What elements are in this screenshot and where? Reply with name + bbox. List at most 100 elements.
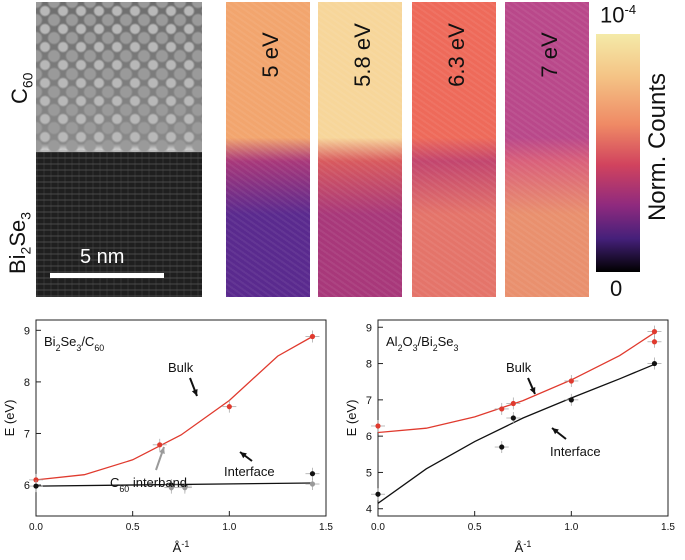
chart-title-part: O: [402, 334, 412, 349]
x-axis-label-base: Å: [515, 540, 524, 555]
y-tick-label: 4: [366, 504, 372, 516]
eels-map-1: [226, 2, 310, 297]
chart-title-part: /Bi: [418, 334, 433, 349]
bulk-annotation: Bulk: [168, 360, 194, 375]
colorbar: [596, 34, 640, 272]
stem-image: 5 nm: [36, 2, 202, 297]
y-tick-label: 9: [24, 325, 30, 337]
chart-title-part: Al: [386, 334, 398, 349]
x-axis-label: Å-1: [173, 539, 190, 555]
data-point-c60-interband: [164, 481, 179, 494]
marker: [309, 481, 316, 487]
x-axis-label-exp: -1: [181, 539, 189, 549]
marker: [226, 404, 232, 410]
marker: [499, 444, 505, 450]
y-tick-label: 6: [24, 480, 30, 492]
marker: [168, 485, 174, 491]
data-point-c60-interband: [305, 478, 320, 491]
plot-frame: [377, 319, 669, 517]
marker: [182, 485, 188, 491]
x-tick-label: 1.0: [222, 522, 236, 533]
marker: [309, 333, 316, 340]
y-tick-label: 9: [366, 322, 372, 334]
data-point-bulk: [564, 374, 579, 387]
chart-title-part: 60: [94, 343, 104, 353]
eels-map-energy-label: 5 eV: [258, 32, 283, 78]
data-point-bulk: [305, 330, 320, 343]
data-point-interface: [305, 467, 320, 480]
data-point-interface: [647, 357, 662, 370]
marker: [499, 406, 505, 412]
x-tick-label: 0.5: [468, 522, 482, 533]
marker: [375, 491, 381, 497]
c60-interband-arrow-head: [159, 447, 165, 454]
chart-title-part: 2: [56, 343, 61, 353]
data-point-bulk: [152, 438, 167, 451]
eels-map-energy-label: 7 eV: [537, 32, 562, 78]
chart-title-part: 2: [398, 343, 403, 353]
x-axis-label-base: Å: [173, 540, 182, 555]
data-point-bulk: [647, 325, 662, 338]
y-tick-label: 6: [366, 431, 372, 443]
bi2se3-layer: [36, 152, 202, 297]
interface-arrow-head: [552, 428, 559, 435]
eels-map-energy-label: 6.3 eV: [444, 23, 469, 87]
eels-map-2: [318, 2, 402, 297]
fit-line-bulk: [35, 335, 313, 481]
plot-frame: [35, 319, 327, 517]
y-tick-label: 7: [366, 395, 372, 407]
data-point-interface: [371, 488, 385, 501]
data-point-bulk: [371, 419, 385, 432]
x-tick-label: 0.0: [29, 522, 43, 533]
marker: [510, 400, 516, 407]
marker: [651, 329, 658, 335]
x-tick-label: 1.0: [564, 522, 578, 533]
marker: [651, 360, 658, 367]
data-point-c60-interband: [177, 481, 192, 494]
c60-layer-label: C60: [7, 72, 36, 104]
data-point-bulk: [647, 335, 662, 348]
bulk-arrow-head: [529, 387, 536, 394]
chart-title-part: Se: [438, 334, 454, 349]
y-tick-label: 8: [366, 359, 372, 371]
bulk-arrow-head: [191, 389, 198, 396]
x-axis-label: Å-1: [515, 539, 532, 555]
data-point-interface: [564, 393, 579, 406]
eels-map-energy-label: 5.8 eV: [350, 23, 375, 87]
marker: [568, 378, 574, 384]
marker: [568, 397, 574, 403]
bulk-annotation: Bulk: [506, 360, 532, 375]
chart-title-part: Se: [60, 334, 76, 349]
c60-interband-annotation-part: C: [110, 475, 119, 490]
marker: [510, 415, 516, 421]
chart-title-part: 3: [76, 343, 81, 353]
eels-map-4: [505, 2, 589, 297]
c60-interband-annotation-part: interband: [129, 475, 187, 490]
c60-interband-annotation: C60 interband: [110, 475, 187, 494]
y-tick-label: 8: [24, 377, 30, 389]
marker: [375, 423, 381, 429]
y-axis-label: E (eV): [344, 400, 359, 437]
x-tick-label: 1.5: [319, 522, 333, 533]
marker: [33, 483, 39, 489]
colorbar-title: Norm. Counts: [644, 72, 671, 222]
x-tick-label: 1.5: [661, 522, 675, 533]
x-axis-label-exp: -1: [523, 539, 531, 549]
chart-title: Bi2Se3/C60: [44, 334, 104, 353]
y-tick-label: 5: [366, 467, 372, 479]
interface-arrow-head: [240, 452, 247, 459]
marker: [309, 471, 316, 477]
c60-interband-annotation-part: 60: [119, 484, 129, 494]
bi2se3-layer-label: Bi2Se3: [5, 211, 34, 274]
data-point-interface: [494, 441, 509, 454]
eels-map-3: [412, 2, 496, 297]
chart-title-part: 3: [454, 343, 459, 353]
fit-line-interface: [35, 482, 313, 487]
fit-line-interface: [377, 363, 655, 504]
chart-title-part: Bi: [44, 334, 56, 349]
interface-annotation: Interface: [550, 444, 601, 459]
chart-title-part: /C: [81, 334, 94, 349]
interface-annotation: Interface: [224, 464, 275, 479]
